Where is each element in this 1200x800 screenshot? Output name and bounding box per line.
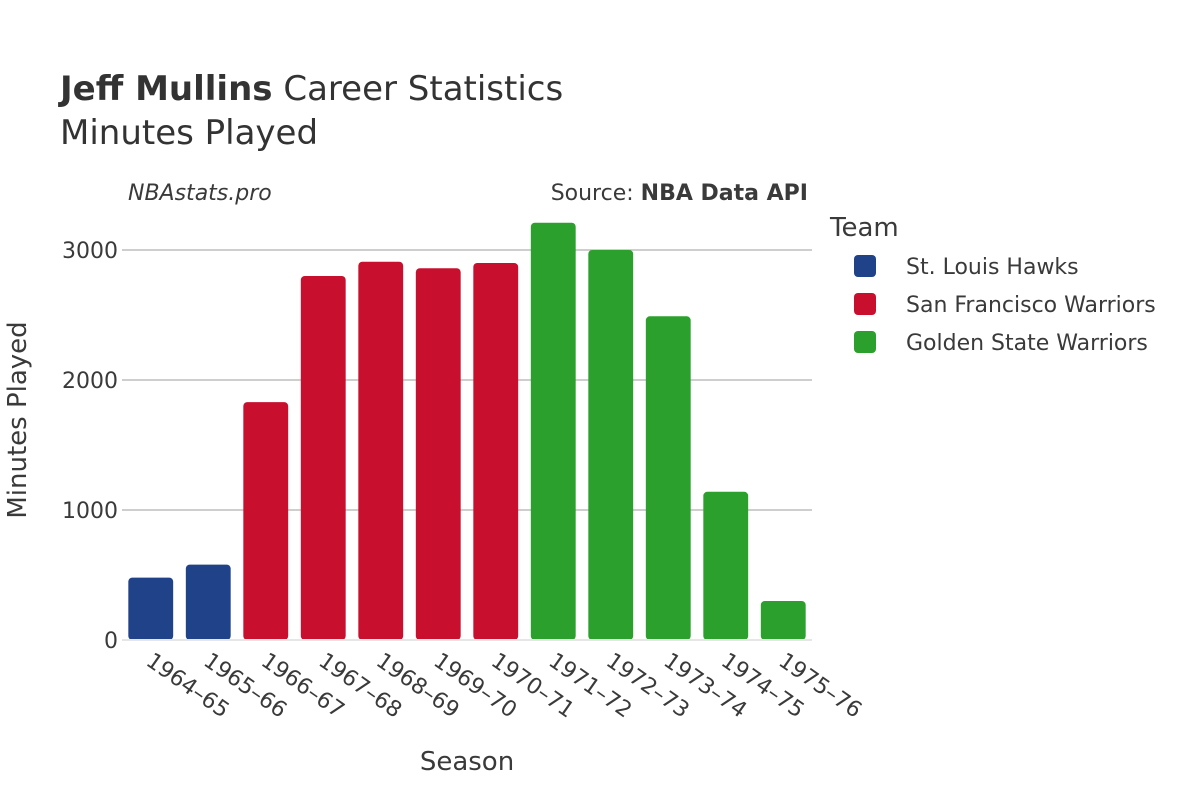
- y-tick-label: 2000: [62, 369, 118, 394]
- bar: [128, 577, 174, 640]
- bars: [128, 222, 806, 640]
- y-tick-labels: 0 1000 2000 3000: [62, 239, 118, 654]
- title-player: Jeff Mullins: [58, 69, 273, 109]
- chart-subtitle: Minutes Played: [60, 113, 318, 153]
- legend-title: Team: [829, 213, 899, 243]
- source-credit: Source: NBA Data API: [551, 181, 808, 206]
- y-tick-label: 1000: [62, 499, 118, 524]
- title-rest: Career Statistics: [273, 69, 564, 109]
- bar: [358, 261, 404, 640]
- legend-swatch: [854, 293, 876, 315]
- source-name: NBA Data API: [641, 181, 808, 206]
- bar: [703, 491, 749, 640]
- bar: [473, 263, 519, 640]
- bar: [185, 564, 231, 640]
- bar: [300, 276, 346, 640]
- bar: [588, 250, 634, 640]
- gridlines: [122, 249, 812, 511]
- bar: [415, 268, 461, 640]
- y-axis-title: Minutes Played: [3, 321, 33, 518]
- bar: [530, 222, 576, 640]
- source-prefix: Source:: [551, 181, 641, 206]
- x-tick-labels: 1964–651965–661966–671967–681968–691969–…: [141, 648, 866, 723]
- legend-label: St. Louis Hawks: [906, 255, 1079, 280]
- y-tick-label: 3000: [62, 239, 118, 264]
- legend: Team St. Louis Hawks San Francisco Warrio…: [829, 213, 1156, 356]
- bar: [645, 316, 691, 640]
- chart-title: Jeff Mullins Career Statistics: [58, 69, 563, 109]
- legend-swatch: [854, 331, 876, 353]
- x-axis-title: Season: [420, 747, 514, 777]
- bar: [243, 402, 289, 640]
- bar: [760, 601, 806, 640]
- legend-swatch: [854, 255, 876, 277]
- y-tick-label: 0: [104, 629, 118, 654]
- legend-label: San Francisco Warriors: [906, 293, 1156, 318]
- legend-label: Golden State Warriors: [906, 331, 1148, 356]
- site-credit: NBAstats.pro: [128, 181, 272, 206]
